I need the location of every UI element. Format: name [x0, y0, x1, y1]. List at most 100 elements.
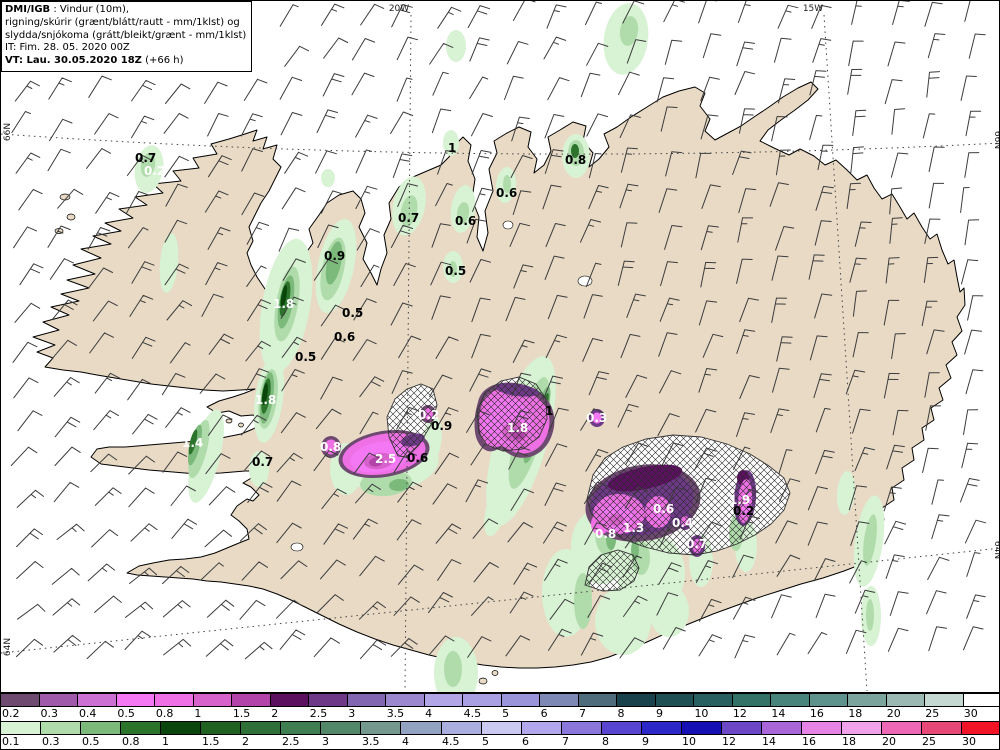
rain-scale-cell — [922, 721, 963, 734]
precip-value-label: 1 — [448, 141, 456, 155]
rain-scale-tick-label: 2.5 — [282, 735, 300, 748]
rain-scale-tick-label: 30 — [962, 735, 976, 748]
info-line-2: rigning/skúrir (grænt/blátt/rautt - mm/1… — [5, 16, 240, 28]
sleet-scale-tick-label: 0.4 — [78, 707, 97, 720]
rain-scale-tick-label: 0.5 — [82, 735, 100, 748]
sleet-scale-cell — [732, 693, 771, 706]
sleet-scale-cell — [424, 693, 463, 706]
sleet-scale-cell — [309, 693, 348, 706]
rain-scale-cell — [1, 721, 42, 734]
rain-scale-cell — [81, 721, 122, 734]
rain-scale-tick-label: 20 — [882, 735, 896, 748]
rain-scale-cell — [161, 721, 202, 734]
precip-value-label: 0.2 — [144, 164, 165, 178]
precip-value-label: 0.4 — [672, 516, 693, 530]
rain-scale-cell — [321, 721, 362, 734]
sleet-scale-cell — [540, 693, 579, 706]
rain-scale-tick-label: 5 — [482, 735, 489, 748]
rain-scale-cell — [521, 721, 562, 734]
rain-scale-tick-label: 25 — [922, 735, 936, 748]
sleet-scale-tick-label: 5 — [502, 707, 510, 720]
rain-scale-tick-label: 3 — [322, 735, 329, 748]
precip-value-label: 1.9 — [729, 493, 750, 507]
precip-value-label: 2.5 — [375, 452, 396, 466]
sleet-scale-cell — [116, 693, 155, 706]
precip-value-label: 0.6 — [334, 330, 355, 344]
rain-scale-tick-label: 0.1 — [2, 735, 20, 748]
sleet-scale-tick-label: 18 — [848, 707, 863, 720]
precip-value-label: 0.6 — [407, 451, 428, 465]
sleet-scale-tick-label: 0.8 — [155, 707, 174, 720]
precip-value-label: 0.2 — [418, 408, 439, 422]
forecast-info-box: DMI/IGB : Vindur (10m), rigning/skúrir (… — [1, 1, 253, 72]
precip-value-label: 0.8 — [320, 440, 341, 454]
sleet-scale-tick-label: 2 — [271, 707, 279, 720]
sleet-scale-cell — [771, 693, 810, 706]
rain-scale-tick-label: 4 — [402, 735, 409, 748]
sleet-scale-cell — [694, 693, 733, 706]
rain-scale-cell — [241, 721, 282, 734]
rain-scale-tick-label: 0.8 — [122, 735, 140, 748]
rain-scale-tick-label: 16 — [802, 735, 816, 748]
precip-value-label: 1.3 — [623, 521, 644, 535]
info-line-3: slydda/snjókoma (grátt/bleikt/grænt - mm… — [5, 29, 247, 41]
sleet-scale-tick-label: 14 — [771, 707, 786, 720]
info-line-1: DMI/IGB : Vindur (10m), — [5, 4, 130, 15]
rain-scale-tick-label: 12 — [722, 735, 736, 748]
rain-scale-cell — [481, 721, 522, 734]
grid-coordinate-label: 15W — [803, 4, 823, 14]
sleet-scale-cell — [386, 693, 425, 706]
sleet-scale-cell — [347, 693, 386, 706]
rain-scale-tick-label: 1.5 — [202, 735, 220, 748]
rain-scale-cell — [721, 721, 762, 734]
sleet-scale-tick-label: 6 — [540, 707, 548, 720]
rain-scale-tick-label: 1 — [162, 735, 169, 748]
sleet-scale-tick-label: 1 — [194, 707, 202, 720]
precip-value-label: 1.8 — [273, 297, 294, 311]
precip-value-label: 1 — [545, 404, 553, 418]
sleet-scale-cell — [578, 693, 617, 706]
rain-scale-tick-label: 18 — [842, 735, 856, 748]
grid-labels: 20W 15W 66N 66N 64N 64N — [3, 4, 1000, 656]
grid-coordinate-label: 66N — [3, 123, 13, 141]
rain-scale-tick-label: 7 — [562, 735, 569, 748]
rain-scale-tick-label: 2 — [242, 735, 249, 748]
precip-value-label: 1.4 — [182, 436, 203, 450]
sleet-scale-tick-label: 0.5 — [117, 707, 135, 720]
sleet-scale-cell — [1, 693, 40, 706]
precipitation-legend: 0.2 0.3 0.4 0.5 0.8 1 1.5 2 2.5 3 3.5 4 4.5 5 6 7 8 9 10 12… — [1, 692, 999, 749]
rain-scale-cell — [761, 721, 802, 734]
rain-scale-cell — [841, 721, 883, 734]
precip-value-label: 0.3 — [586, 411, 607, 425]
rain-scale-cell — [281, 721, 322, 734]
rain-scale-bar — [1, 721, 999, 735]
sleet-scale-tick-label: 9 — [655, 707, 663, 720]
sleet-scale-tick-label: 30 — [963, 707, 978, 720]
sleet-scale-cell — [925, 693, 964, 706]
precip-value-label: 0.6 — [455, 214, 476, 228]
sleet-scale-cell — [848, 693, 887, 706]
sleet-scale-tick-label: 7 — [579, 707, 587, 720]
precip-value-label: 0.7 — [686, 537, 707, 551]
sleet-scale-cell — [886, 693, 925, 706]
precip-value-label: 0.8 — [595, 527, 616, 541]
grid-coordinate-label: 64N — [992, 541, 1000, 559]
sleet-scale-cell — [39, 693, 78, 706]
rain-scale-tick-label: 4.5 — [442, 735, 460, 748]
rain-scale-cell — [601, 721, 642, 734]
rain-scale-cell — [681, 721, 722, 734]
model-name: DMI/IGB — [5, 4, 51, 15]
sleet-scale-tick-label: 4.5 — [463, 707, 482, 720]
rain-scale-tick-label: 6 — [522, 735, 529, 748]
valid-time: VT: Lau. 30.05.2020 18Z — [5, 55, 142, 67]
grid-coordinate-label: 64N — [3, 638, 13, 656]
sleet-scale-cell — [78, 693, 117, 706]
grid-coordinate-label: 66N — [992, 131, 1000, 149]
info-line-5: VT: Lau. 30.05.2020 18Z (+66 h) — [5, 55, 184, 67]
rain-scale-cell — [962, 721, 999, 734]
sleet-scale-bar — [1, 693, 999, 707]
grid-coordinate-label: 20W — [389, 4, 409, 14]
sleet-scale-cell — [463, 693, 502, 706]
sleet-scale-cell — [809, 693, 848, 706]
